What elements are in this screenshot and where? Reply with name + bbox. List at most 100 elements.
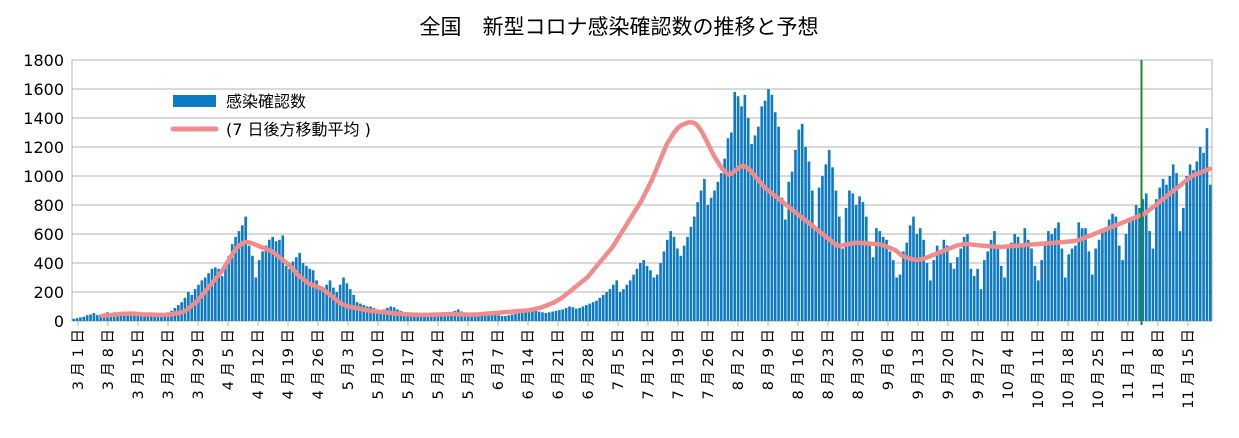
x-tick-label: 6 月 14 日 xyxy=(521,329,537,400)
bar xyxy=(585,305,588,321)
bar xyxy=(149,315,153,321)
bar xyxy=(1158,187,1162,321)
bar xyxy=(1209,184,1212,321)
bar xyxy=(922,239,925,321)
bar xyxy=(784,219,787,321)
bar xyxy=(72,318,75,321)
bar xyxy=(554,310,558,321)
bar xyxy=(811,190,814,321)
x-tick-label: 3 月 15 日 xyxy=(131,329,147,400)
bar xyxy=(767,89,770,321)
bar xyxy=(217,268,221,321)
bar xyxy=(318,287,322,321)
bar xyxy=(574,308,578,321)
bar xyxy=(203,277,207,321)
bar xyxy=(871,257,875,321)
bar xyxy=(433,316,436,321)
bar xyxy=(267,239,271,321)
bar xyxy=(608,289,612,321)
bar xyxy=(1026,239,1030,321)
bar xyxy=(321,290,325,321)
bar xyxy=(1016,236,1020,321)
bar xyxy=(949,263,952,321)
bar xyxy=(507,315,511,321)
bar xyxy=(493,314,497,321)
bar xyxy=(440,315,443,321)
bar xyxy=(197,284,200,321)
bar xyxy=(237,231,241,321)
bar xyxy=(881,236,885,321)
bar xyxy=(409,313,413,321)
bar xyxy=(898,274,902,321)
bar xyxy=(632,274,635,321)
bar xyxy=(635,268,639,321)
y-tick-label: 1400 xyxy=(23,109,64,128)
bar xyxy=(618,292,622,321)
bar xyxy=(628,280,632,321)
bar xyxy=(561,309,565,321)
bar xyxy=(274,241,278,321)
legend-line-label: (7 日後方移動平均 ) xyxy=(226,120,371,139)
bar xyxy=(527,310,531,322)
x-tick-label: 4 月 19 日 xyxy=(281,329,297,400)
x-tick-label: 10 月 4 日 xyxy=(1001,329,1017,400)
bar xyxy=(328,280,332,321)
bar xyxy=(1084,228,1087,321)
bar xyxy=(156,315,160,321)
bar xyxy=(1188,164,1192,321)
bar xyxy=(291,261,295,321)
x-tick-label: 5 月 31 日 xyxy=(461,329,477,400)
bar xyxy=(1107,219,1111,321)
bar xyxy=(473,315,477,321)
bar xyxy=(797,129,801,321)
x-tick-label: 10 月 18 日 xyxy=(1061,329,1077,409)
x-tick-label: 10 月 11 日 xyxy=(1031,329,1047,409)
bar xyxy=(1003,277,1006,321)
bar xyxy=(851,193,855,321)
x-tick-label: 6 月 28 日 xyxy=(581,329,597,400)
bar xyxy=(709,197,713,321)
bar xyxy=(220,276,224,321)
x-tick-label: 8 月 2 日 xyxy=(731,329,747,390)
x-tick-label: 3 月 29 日 xyxy=(191,329,207,400)
bar xyxy=(92,313,96,321)
bar xyxy=(817,187,821,321)
bar xyxy=(1205,128,1209,321)
bar xyxy=(1070,248,1074,321)
bar xyxy=(598,297,602,321)
bar xyxy=(375,309,379,321)
bar xyxy=(935,245,939,321)
bar xyxy=(483,314,487,321)
bar xyxy=(902,251,905,321)
bar xyxy=(800,123,804,321)
bar xyxy=(362,305,366,321)
bar xyxy=(426,315,430,321)
bar xyxy=(537,311,541,321)
bar xyxy=(470,314,473,321)
bar xyxy=(939,251,942,321)
bar xyxy=(257,260,261,321)
bar xyxy=(814,226,818,321)
bar xyxy=(689,226,693,321)
bar xyxy=(1087,251,1091,321)
bar xyxy=(288,268,291,321)
bar xyxy=(915,234,919,321)
bar xyxy=(1151,248,1155,321)
bar xyxy=(200,280,204,321)
bar xyxy=(359,303,362,321)
bar xyxy=(976,268,979,321)
bar xyxy=(601,294,605,321)
bar xyxy=(1090,274,1094,321)
bar xyxy=(133,315,136,321)
bar xyxy=(750,144,753,321)
bar xyxy=(1134,205,1138,321)
bar xyxy=(146,315,150,321)
bar xyxy=(1144,193,1148,321)
bar xyxy=(534,310,538,321)
x-tick-label: 9 月 13 日 xyxy=(911,329,927,400)
bar xyxy=(1131,216,1135,321)
legend-bar-label: 感染確認数 xyxy=(226,92,306,111)
bar xyxy=(699,190,703,321)
bar xyxy=(753,135,757,321)
bar xyxy=(520,311,524,321)
